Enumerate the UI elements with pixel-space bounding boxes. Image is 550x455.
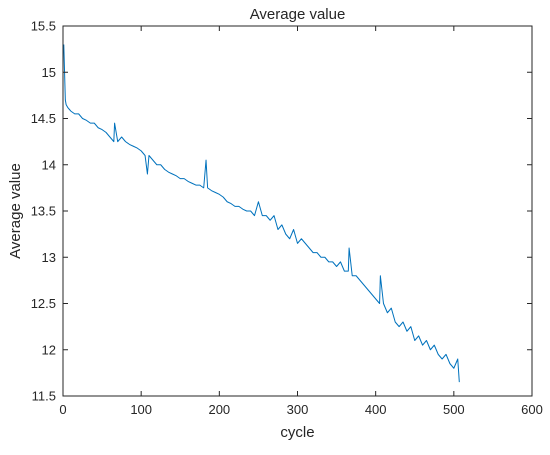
x-tick-label: 500 [443, 402, 465, 417]
x-tick-label: 100 [130, 402, 152, 417]
data-layer [63, 44, 460, 383]
x-tick-label: 200 [208, 402, 230, 417]
y-tick-label: 14.5 [31, 111, 56, 126]
y-tick-label: 12 [42, 342, 56, 357]
y-tick-label: 15.5 [31, 19, 56, 34]
plot-area [63, 26, 532, 396]
y-tick-label: 12.5 [31, 296, 56, 311]
x-tick-label: 300 [287, 402, 309, 417]
series-line [63, 44, 460, 383]
y-tick-label: 13 [42, 250, 56, 265]
y-tick-label: 13.5 [31, 204, 56, 219]
y-axis-label: Average value [7, 163, 24, 259]
tick-layer: 0 100 200 300 400 500 600 11.5 12 12.5 13 13.5 14 14.… [31, 19, 543, 418]
x-axis-label: cycle [280, 424, 314, 441]
chart-title: Average value [250, 6, 346, 23]
x-tick-label: 600 [521, 402, 543, 417]
y-tick-label: 15 [42, 65, 56, 80]
x-tick-label: 400 [365, 402, 387, 417]
y-tick-label: 14 [42, 157, 56, 172]
x-tick-label: 0 [59, 402, 66, 417]
y-tick-label: 11.5 [32, 389, 56, 404]
